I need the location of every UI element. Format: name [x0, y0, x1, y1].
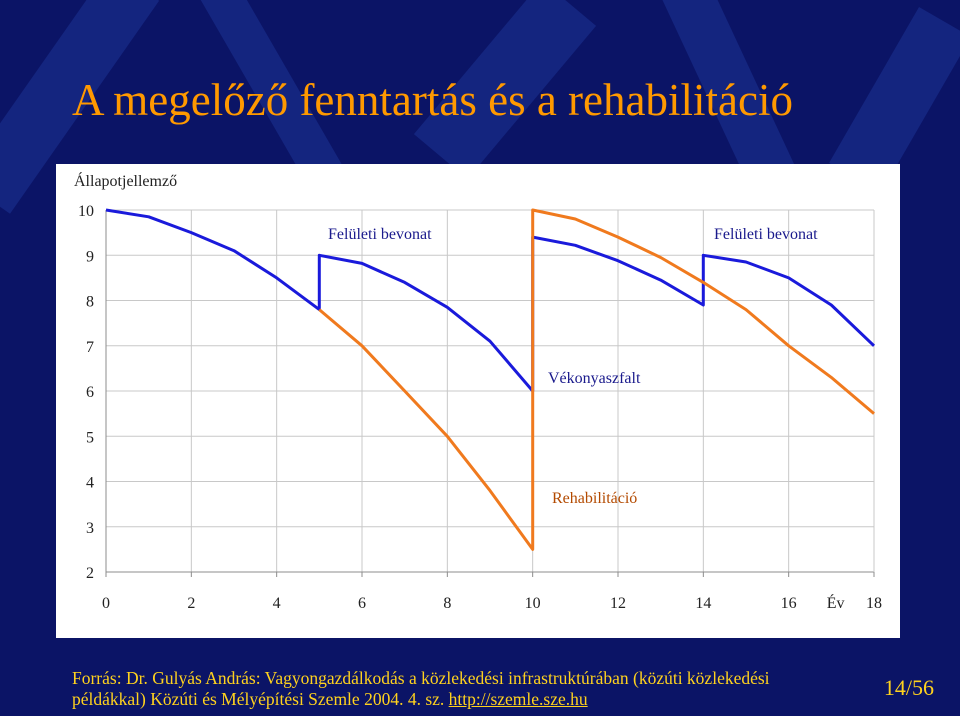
- y-tick-label: 2: [86, 565, 94, 582]
- source-text: Forrás: Dr. Gulyás András: Vagyongazdálk…: [72, 668, 770, 709]
- y-tick-label: 7: [86, 339, 94, 356]
- annotation-label: Rehabilitáció: [552, 490, 637, 507]
- x-tick-label: 16: [781, 595, 797, 612]
- x-tick-label: 10: [525, 595, 541, 612]
- x-tick-label: Év: [827, 593, 845, 612]
- y-tick-label: 3: [86, 520, 94, 537]
- annotation-label: Vékonyaszfalt: [548, 370, 641, 387]
- x-tick-label: 8: [443, 595, 451, 612]
- source-link[interactable]: http://szemle.sze.hu: [448, 689, 588, 709]
- x-tick-label: 0: [102, 595, 110, 612]
- series-line-orange: [318, 208, 875, 551]
- y-tick-label: 5: [86, 429, 94, 446]
- x-tick-label: 12: [610, 595, 626, 612]
- x-tick-label: 14: [695, 595, 711, 612]
- source-citation: Forrás: Dr. Gulyás András: Vagyongazdálk…: [72, 668, 832, 710]
- y-axis-title: Állapotjellemző: [74, 171, 177, 190]
- x-tick-label: 4: [273, 595, 281, 612]
- x-tick-label: 6: [358, 595, 366, 612]
- y-tick-label: 10: [78, 203, 94, 220]
- x-tick-label: 2: [187, 595, 195, 612]
- y-tick-label: 9: [86, 248, 94, 265]
- x-tick-label: 18: [866, 595, 882, 612]
- annotation-label: Felületi bevonat: [328, 226, 432, 243]
- y-tick-label: 6: [86, 384, 94, 401]
- slide-title: A megelőző fenntartás és a rehabilitáció: [72, 75, 793, 125]
- y-tick-label: 4: [86, 475, 94, 492]
- annotation-label: Felületi bevonat: [714, 226, 818, 243]
- series-line-blue: [105, 208, 876, 393]
- y-tick-label: 8: [86, 294, 94, 311]
- chart-panel: 10 9 8 7 6 5 4 3 2 0 2 4 6 8 10 12 14 16 Év 18 Állapotjellem…: [56, 164, 900, 638]
- page-number: 14/56: [883, 675, 934, 700]
